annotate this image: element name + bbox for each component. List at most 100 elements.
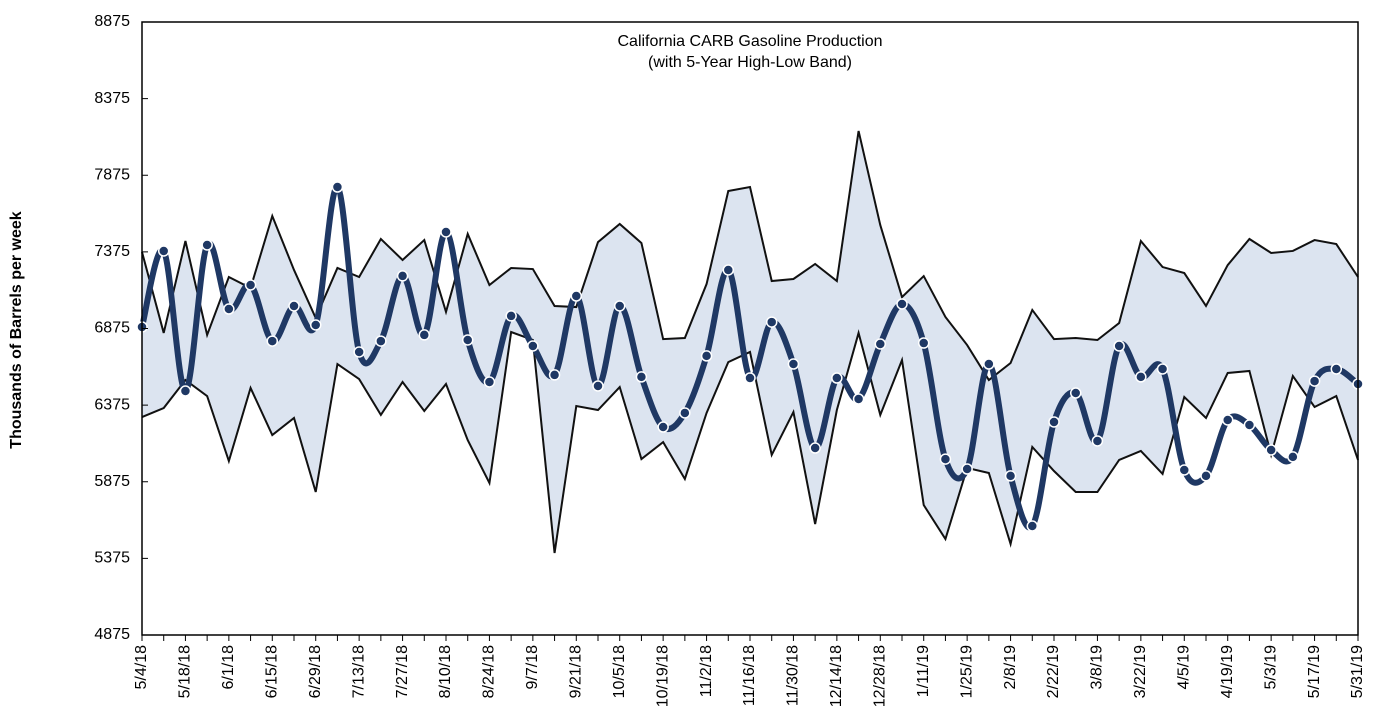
production-point: [331, 181, 344, 193]
production-point: [1113, 340, 1125, 352]
production-point: [917, 337, 930, 349]
x-tick-label: 5/31/19: [1349, 645, 1366, 698]
x-tick-label: 5/4/18: [133, 645, 150, 690]
production-point: [831, 372, 843, 384]
production-point: [1330, 363, 1343, 375]
production-point: [266, 335, 279, 347]
production-point: [483, 376, 496, 388]
production-point: [874, 338, 887, 350]
production-point: [1135, 371, 1147, 383]
x-tick-label: 10/19/18: [654, 645, 671, 707]
x-tick-label: 8/24/18: [481, 645, 498, 698]
production-point: [461, 334, 474, 346]
production-point: [809, 442, 821, 454]
production-point: [223, 303, 235, 315]
x-tick-label: 10/5/18: [611, 645, 628, 698]
x-tick-label: 6/29/18: [307, 645, 324, 698]
production-point: [157, 245, 170, 257]
production-point: [570, 290, 583, 302]
y-tick-label: 7875: [94, 166, 130, 183]
x-tick-label: 4/19/19: [1219, 645, 1236, 698]
production-point: [375, 335, 387, 347]
y-tick-label: 8875: [94, 13, 130, 30]
x-tick-label: 7/27/18: [394, 645, 411, 698]
x-tick-label: 11/2/18: [698, 645, 715, 697]
x-tick-label: 3/8/19: [1089, 645, 1106, 690]
production-point: [722, 264, 735, 276]
production-point: [548, 369, 561, 381]
production-point: [309, 319, 322, 331]
production-point: [679, 407, 691, 419]
band-fill: [142, 130, 1358, 554]
production-point: [787, 358, 800, 370]
production-point: [1091, 435, 1104, 447]
production-point: [1287, 451, 1299, 463]
x-tick-label: 8/10/18: [437, 645, 454, 698]
production-point: [744, 372, 756, 384]
chart-title: California CARB Gasoline Production: [617, 33, 882, 50]
band-high-line: [141, 130, 1359, 382]
y-tick-label: 4875: [94, 626, 130, 643]
x-tick-label: 2/22/19: [1045, 645, 1062, 698]
production-point: [418, 329, 431, 341]
x-tick-label: 1/11/19: [915, 645, 932, 697]
y-tick-label: 8375: [94, 90, 130, 107]
production-point: [613, 300, 626, 312]
x-tick-label: 9/21/18: [568, 645, 585, 698]
production-point: [1178, 464, 1191, 476]
production-point: [592, 380, 604, 392]
production-point: [896, 298, 908, 310]
production-point: [1265, 444, 1277, 456]
y-tick-label: 7375: [94, 243, 130, 260]
x-tick-label: 6/1/18: [220, 645, 237, 690]
x-tick-label: 1/25/19: [958, 645, 975, 698]
x-tick-label: 9/7/18: [524, 645, 541, 690]
y-tick-label: 5375: [94, 550, 130, 567]
x-tick-label: 5/18/18: [177, 645, 194, 698]
y-tick-label: 6875: [94, 320, 130, 337]
chart-subtitle: (with 5-Year High-Low Band): [648, 54, 852, 71]
x-tick-label: 5/3/19: [1262, 645, 1279, 690]
production-point: [505, 310, 517, 322]
production-point: [353, 346, 365, 358]
production-point: [1026, 520, 1039, 532]
production-point: [288, 300, 300, 312]
production-point: [1243, 419, 1256, 431]
y-axis-label: Thousands of Barrels per week: [8, 211, 25, 449]
production-point: [1048, 416, 1060, 428]
production-point: [635, 371, 648, 383]
production-point: [1004, 470, 1017, 482]
x-tick-label: 7/13/18: [350, 645, 367, 698]
production-point: [657, 421, 669, 433]
production-point: [1200, 470, 1212, 482]
production-point: [852, 393, 865, 405]
x-tick-label: 12/28/18: [872, 645, 889, 707]
production-point: [1308, 375, 1321, 387]
production-point: [179, 385, 192, 397]
y-tick-label: 6375: [94, 396, 130, 413]
production-point: [1156, 363, 1169, 375]
production-point: [765, 316, 778, 328]
production-point: [700, 350, 713, 362]
production-point: [1069, 387, 1082, 399]
production-point: [961, 463, 973, 475]
x-tick-label: 11/16/18: [741, 645, 758, 706]
x-tick-label: 6/15/18: [264, 645, 281, 698]
production-point: [527, 340, 539, 352]
x-tick-label: 4/5/19: [1176, 645, 1193, 690]
band-low-line: [141, 329, 1359, 554]
x-tick-label: 11/30/18: [785, 645, 802, 706]
x-tick-label: 5/17/19: [1306, 645, 1323, 698]
production-point: [201, 239, 213, 251]
production-point: [983, 358, 995, 370]
x-tick-label: 12/14/18: [828, 645, 845, 707]
production-point: [1221, 414, 1234, 426]
production-point: [396, 270, 409, 282]
production-point: [244, 279, 257, 291]
x-tick-label: 2/8/19: [1002, 645, 1019, 690]
production-point: [939, 453, 952, 465]
y-tick-label: 5875: [94, 473, 130, 490]
x-tick-label: 3/22/19: [1132, 645, 1149, 698]
